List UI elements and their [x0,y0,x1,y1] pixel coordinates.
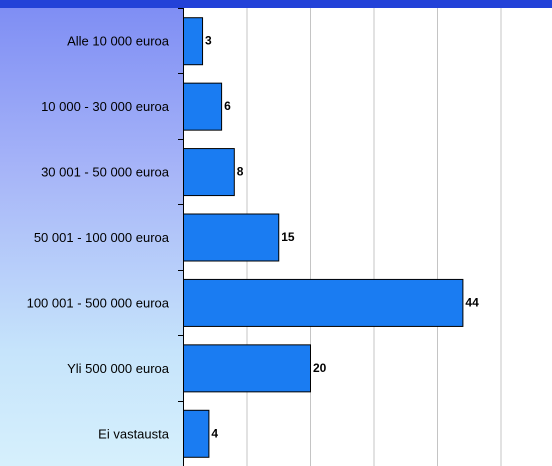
data-label-6: 20 [313,361,327,375]
data-label-7: 4 [211,426,218,440]
category-label-4: 50 001 - 100 000 euroa [34,230,170,245]
category-axis [178,8,184,466]
category-label-7: Ei vastausta [98,426,170,441]
labels: 3 Alle 10 000 euroa 6 10 000 - 30 000 euroa… [27,34,479,442]
bar-5 [183,278,464,327]
bar-4 [183,213,280,262]
category-label-6: Yli 500 000 euroa [67,361,170,376]
category-label-2: 10 000 - 30 000 euroa [41,99,170,114]
top-bar [0,0,552,8]
bar-2 [183,82,223,131]
bars [183,17,464,458]
category-label-panel [0,8,183,466]
category-label-1: Alle 10 000 euroa [67,34,170,49]
bar-6 [183,344,311,393]
category-label-5: 100 001 - 500 000 euroa [27,295,170,310]
bar-3 [183,148,235,197]
bar-7 [183,409,210,458]
data-label-4: 15 [281,230,295,244]
data-label-2: 6 [224,99,231,113]
data-label-5: 44 [465,295,479,309]
category-label-3: 30 001 - 50 000 euroa [41,165,170,180]
data-label-3: 8 [237,165,244,179]
data-label-1: 3 [205,34,212,48]
bar-1 [183,17,204,66]
